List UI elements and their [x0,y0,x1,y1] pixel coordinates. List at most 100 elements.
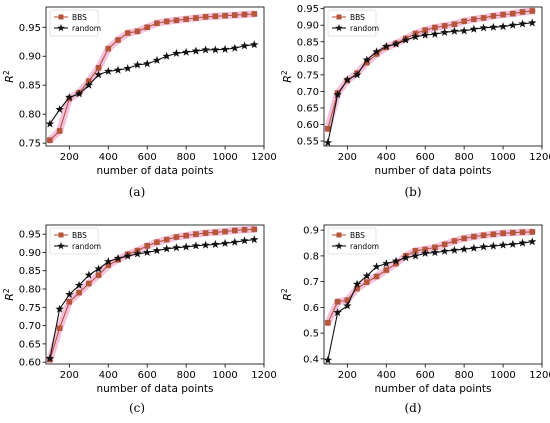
data-point-bbs [241,11,248,18]
data-point-random [333,90,342,99]
data-point-random [74,280,84,289]
data-point-random [352,70,362,79]
y-tick-label: 0.80 [297,54,319,65]
data-point-random [162,244,171,253]
data-point-random [181,47,191,56]
plot-frame [323,6,543,147]
data-point-bbs [241,226,248,233]
data-point-random [45,354,55,363]
series-line-random [327,241,533,361]
data-point-random [372,262,381,271]
legend-marker-bbs [336,14,342,20]
x-tick-label: 200 [60,152,79,163]
y-tick-label: 0.95 [19,23,41,34]
y-tick-label: 0.70 [19,321,41,332]
x-axis-label: number of data points [96,165,213,177]
data-point-random [191,241,201,250]
x-tick-label: 400 [377,152,396,163]
x-tick-label: 1000 [490,370,515,381]
y-tick-label: 0.75 [19,139,41,150]
data-point-bbs [86,280,92,287]
legend-label-bbs: BBS [350,13,365,22]
data-point-random [518,238,527,247]
data-point-random [391,39,401,48]
data-point-bbs [202,14,209,20]
data-point-random [362,271,372,280]
series-line-random [49,239,255,359]
data-point-random [84,270,94,279]
data-point-random [528,237,537,246]
data-point-random [94,70,103,79]
data-point-bbs [47,137,53,144]
x-tick-label: 800 [177,152,196,163]
y-tick-label: 0.4 [303,354,319,365]
data-point-bbs [251,11,258,17]
legend-marker-bbs [58,232,64,238]
data-point-bbs [66,299,73,305]
data-point-random [401,253,410,262]
y-tick-label: 0.90 [297,21,319,32]
legend-marker-random [335,242,343,250]
y-axis-label-superscript: 2 [2,288,11,293]
data-point-random [440,28,449,37]
legend-marker-random [57,24,65,32]
data-point-bbs [334,298,341,305]
series-line-bbs [327,231,533,324]
data-point-random [250,40,259,49]
data-point-bbs [344,297,351,303]
data-point-random [172,243,181,252]
series-line-random [49,44,255,125]
plot-frame [323,224,543,365]
data-point-bbs [441,23,448,29]
panel-caption: (d) [404,401,421,415]
data-point-random [391,256,401,265]
data-point-bbs [500,230,506,237]
x-tick-label: 800 [177,370,196,381]
y-tick-label: 0.60 [19,358,41,369]
data-point-random [469,24,479,33]
data-point-random [382,41,391,50]
y-tick-label: 0.65 [19,339,41,350]
y-tick-label: 0.8 [303,251,319,262]
data-point-bbs [364,59,370,66]
legend-marker-bbs [58,14,64,20]
x-tick-label: 200 [338,370,357,381]
y-tick-label: 0.6 [303,303,319,314]
data-point-random [401,35,410,44]
data-point-bbs [232,227,238,234]
data-point-random [421,248,430,257]
data-point-random [489,241,498,250]
data-point-random [172,48,181,57]
data-point-bbs [173,17,180,24]
data-point-bbs [251,226,258,233]
data-point-bbs [144,24,151,31]
data-point-bbs [383,267,390,273]
data-point-random [450,26,459,35]
data-point-bbs [163,236,170,243]
data-point-bbs [173,234,180,240]
y-tick-label: 0.9 [303,226,319,237]
data-point-bbs [490,231,497,238]
x-tick-label: 1200 [529,152,550,163]
data-point-random [343,75,352,84]
data-point-bbs [364,279,370,285]
x-tick-label: 800 [455,152,474,163]
x-tick-label: 200 [338,152,357,163]
y-tick-label: 0.80 [19,110,41,121]
data-point-random [230,43,239,52]
data-point-bbs [56,325,63,331]
y-tick-label: 0.55 [297,137,319,148]
data-point-bbs [480,15,487,21]
x-tick-label: 1000 [490,152,515,163]
y-tick-label: 0.95 [19,230,41,241]
data-point-bbs [95,272,102,278]
data-point-bbs [183,16,189,22]
x-tick-label: 600 [416,152,435,163]
y-axis-label-superscript: 2 [280,70,289,75]
y-tick-label: 0.75 [19,303,41,314]
data-point-bbs [193,231,199,237]
data-point-random [323,355,333,364]
data-point-bbs [56,128,63,134]
data-point-random [152,55,162,64]
data-point-bbs [519,9,526,15]
